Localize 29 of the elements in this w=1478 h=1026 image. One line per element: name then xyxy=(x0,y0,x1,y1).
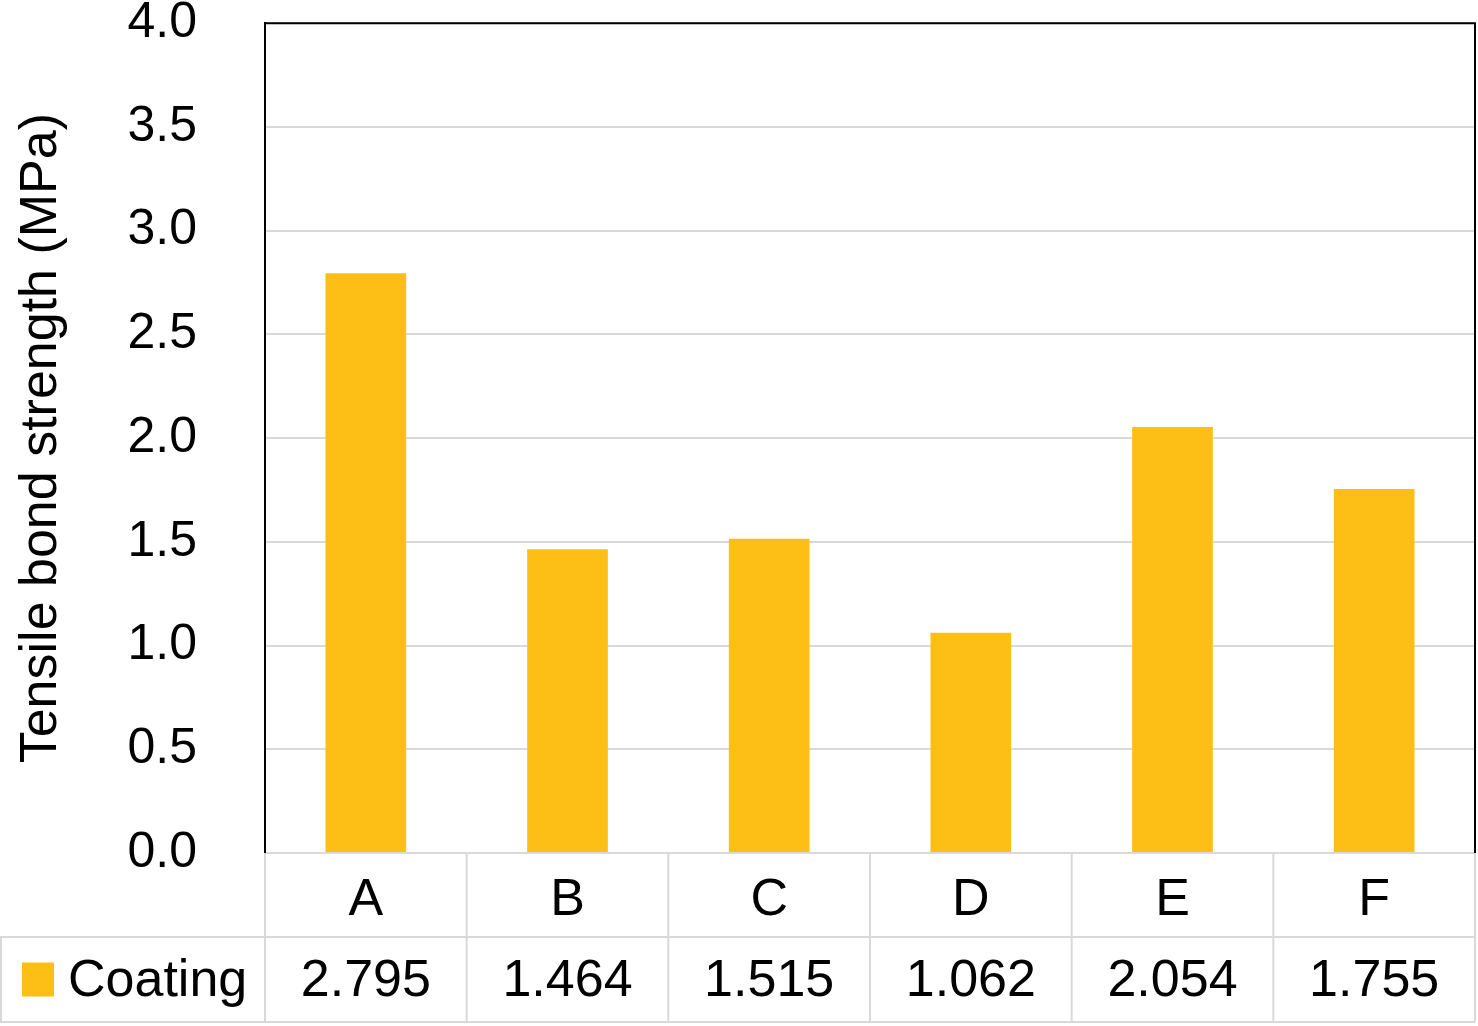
x-tick-label: A xyxy=(348,867,384,926)
x-tick-label: F xyxy=(1358,867,1391,926)
x-tick-label: E xyxy=(1155,867,1190,926)
data-label: 1.515 xyxy=(704,948,835,1007)
bar xyxy=(930,632,1012,852)
bar xyxy=(1132,426,1213,852)
y-tick-label: 2.5 xyxy=(127,303,197,360)
y-tick-label: 1.0 xyxy=(127,614,197,671)
bar xyxy=(728,538,810,852)
bar xyxy=(527,549,608,852)
y-tick-label: 3.0 xyxy=(127,199,197,256)
x-tick-label: C xyxy=(750,867,788,926)
y-tick-label: 0.0 xyxy=(127,821,197,878)
bar xyxy=(325,273,407,852)
y-tick-label: 3.5 xyxy=(127,95,197,152)
y-tick-label: 2.0 xyxy=(127,406,197,463)
y-tick-label: 4.0 xyxy=(127,0,197,49)
data-label: 2.054 xyxy=(1107,948,1238,1007)
legend-label: Coating xyxy=(68,948,248,1007)
x-tick-label: D xyxy=(952,867,990,926)
data-label: 1.464 xyxy=(502,948,633,1007)
y-tick-label: 0.5 xyxy=(127,718,197,775)
data-label: 1.755 xyxy=(1309,948,1440,1007)
data-label: 2.795 xyxy=(300,948,431,1007)
x-tick-label: B xyxy=(550,867,585,926)
data-label: 1.062 xyxy=(905,948,1036,1007)
y-axis-title: Tensile bond strength (MPa) xyxy=(8,112,67,764)
y-tick-label: 1.5 xyxy=(127,510,197,567)
bar xyxy=(1333,488,1415,852)
